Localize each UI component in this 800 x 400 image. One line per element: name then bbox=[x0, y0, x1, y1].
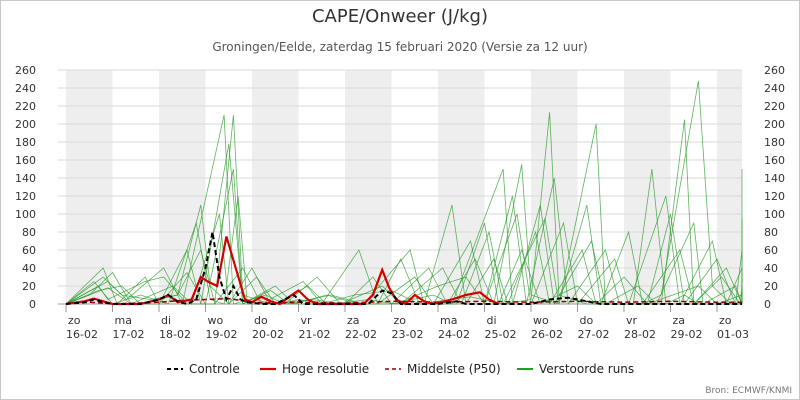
y-tick-label-left: 40 bbox=[22, 262, 36, 275]
x-tick-date: 22-02 bbox=[345, 328, 377, 341]
y-tick-label-left: 260 bbox=[15, 64, 36, 77]
x-tick-day: wo bbox=[533, 314, 549, 327]
y-tick-label-right: 260 bbox=[764, 64, 785, 77]
y-tick-label-right: 0 bbox=[764, 298, 771, 311]
shaded-day bbox=[345, 70, 392, 304]
x-tick-day: zo bbox=[394, 314, 407, 327]
x-tick-date: 16-02 bbox=[66, 328, 98, 341]
y-tick-label-right: 20 bbox=[764, 280, 778, 293]
y-tick-label-right: 240 bbox=[764, 82, 785, 95]
x-tick-day: zo bbox=[68, 314, 81, 327]
legend-label: Verstoorde runs bbox=[539, 362, 634, 376]
x-tick-day: ma bbox=[115, 314, 132, 327]
y-tick-label-left: 160 bbox=[15, 154, 36, 167]
ensemble-run-line bbox=[65, 114, 743, 306]
y-tick-label-left: 20 bbox=[22, 280, 36, 293]
series-line-middelste-p50 bbox=[65, 297, 742, 305]
x-tick-date: 18-02 bbox=[159, 328, 191, 341]
x-tick-date: 01-03 bbox=[717, 328, 749, 341]
y-tick-label-right: 140 bbox=[764, 172, 785, 185]
x-tick-day: ma bbox=[440, 314, 457, 327]
y-tick-label-right: 160 bbox=[764, 154, 785, 167]
x-tick-date: 24-02 bbox=[438, 328, 470, 341]
shaded-day bbox=[252, 70, 299, 304]
x-tick-date: 29-02 bbox=[671, 328, 703, 341]
y-tick-label-right: 200 bbox=[764, 118, 785, 131]
y-tick-label-right: 40 bbox=[764, 262, 778, 275]
x-tick-date: 23-02 bbox=[392, 328, 424, 341]
x-tick-day: di bbox=[487, 314, 497, 327]
ensemble-run-line bbox=[65, 168, 743, 306]
x-tick-day: za bbox=[347, 314, 360, 327]
legend-label: Hoge resolutie bbox=[282, 362, 369, 376]
source-credit: Bron: ECMWF/KNMI bbox=[705, 386, 792, 396]
y-tick-label-right: 100 bbox=[764, 208, 785, 221]
x-tick-date: 26-02 bbox=[531, 328, 563, 341]
y-tick-label-right: 220 bbox=[764, 100, 785, 113]
legend-label: Middelste (P50) bbox=[407, 362, 501, 376]
y-tick-label-right: 120 bbox=[764, 190, 785, 203]
x-tick-day: vr bbox=[626, 314, 638, 327]
x-tick-day: za bbox=[673, 314, 686, 327]
x-tick-date: 27-02 bbox=[578, 328, 610, 341]
y-tick-label-left: 200 bbox=[15, 118, 36, 131]
y-tick-label-right: 80 bbox=[764, 226, 778, 239]
y-tick-label-left: 140 bbox=[15, 172, 36, 185]
shaded-day bbox=[624, 70, 671, 304]
chart-subtitle: Groningen/Eelde, zaterdag 15 februari 20… bbox=[212, 40, 588, 54]
x-tick-day: do bbox=[254, 314, 268, 327]
ensemble-run-line bbox=[65, 119, 743, 306]
y-tick-label-left: 180 bbox=[15, 136, 36, 149]
y-tick-label-left: 220 bbox=[15, 100, 36, 113]
x-tick-day: wo bbox=[208, 314, 224, 327]
x-tick-day: di bbox=[161, 314, 171, 327]
ensemble-run-line bbox=[65, 123, 743, 306]
y-tick-label-right: 60 bbox=[764, 244, 778, 257]
shaded-day bbox=[66, 70, 113, 304]
y-tick-label-left: 240 bbox=[15, 82, 36, 95]
y-tick-label-left: 0 bbox=[29, 298, 36, 311]
x-tick-date: 20-02 bbox=[252, 328, 284, 341]
x-tick-day: zo bbox=[719, 314, 732, 327]
x-tick-date: 25-02 bbox=[485, 328, 517, 341]
x-tick-date: 17-02 bbox=[113, 328, 145, 341]
y-tick-label-left: 80 bbox=[22, 226, 36, 239]
y-tick-label-left: 100 bbox=[15, 208, 36, 221]
x-tick-date: 21-02 bbox=[299, 328, 331, 341]
chart-title: CAPE/Onweer (J/kg) bbox=[311, 6, 488, 27]
series-line-controle bbox=[65, 231, 742, 306]
shaded-day bbox=[717, 70, 742, 304]
x-tick-date: 19-02 bbox=[206, 328, 238, 341]
y-tick-label-left: 120 bbox=[15, 190, 36, 203]
x-tick-day: vr bbox=[301, 314, 313, 327]
x-tick-date: 28-02 bbox=[624, 328, 656, 341]
legend-label: Controle bbox=[189, 362, 240, 376]
shaded-day bbox=[159, 70, 206, 304]
y-tick-label-left: 60 bbox=[22, 244, 36, 257]
y-tick-label-right: 180 bbox=[764, 136, 785, 149]
x-tick-day: do bbox=[580, 314, 594, 327]
